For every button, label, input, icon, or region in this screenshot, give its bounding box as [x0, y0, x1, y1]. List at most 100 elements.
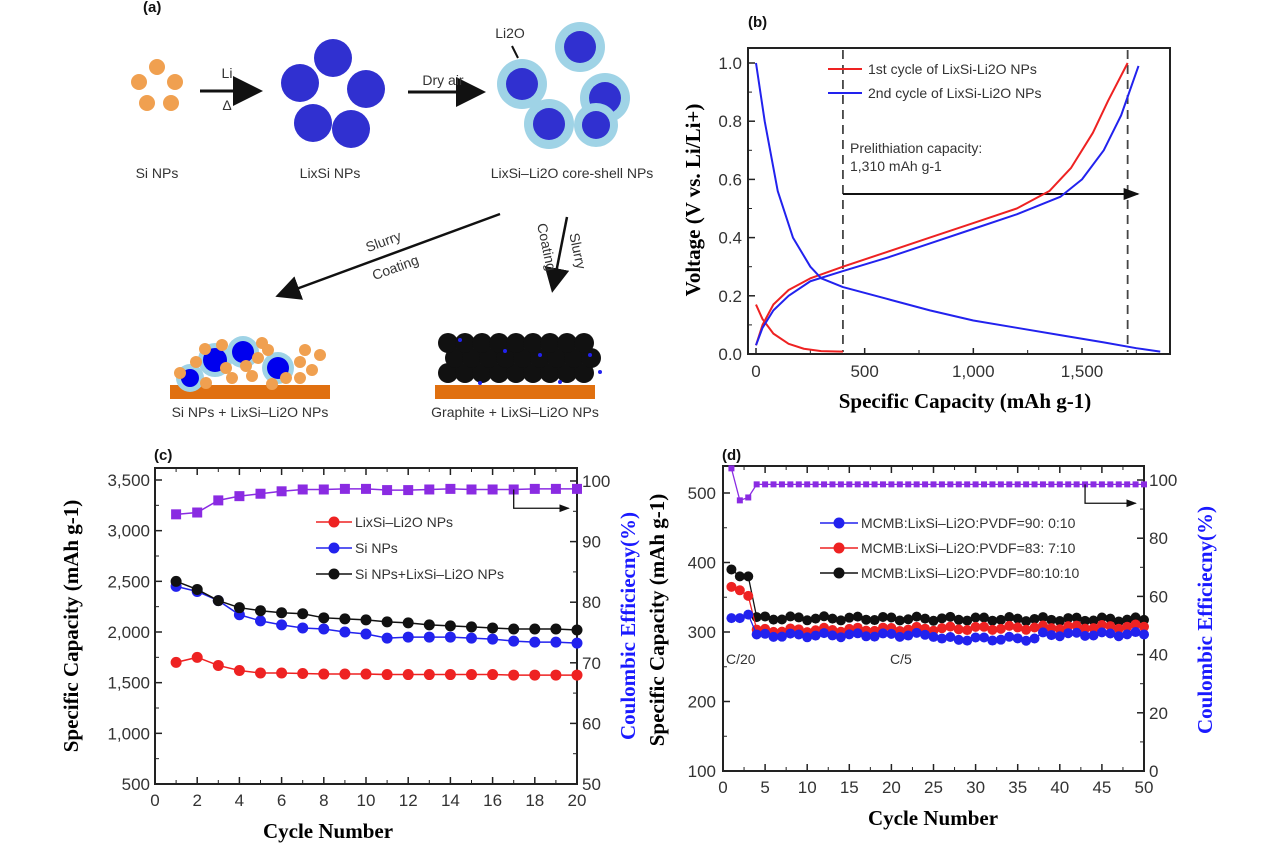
data-point-coulombic-efficiency — [879, 481, 886, 488]
data-point-si-nps — [423, 631, 435, 643]
y2-tick-label: 90 — [582, 533, 601, 552]
data-point-mcmb-lixsi-li2o-pvdf-83-7-10 — [1037, 620, 1048, 631]
data-point-coulombic-efficiency — [745, 494, 752, 501]
graphite-particle — [540, 363, 560, 383]
annotation-prelithiation: Prelithiation capacity: — [850, 140, 982, 156]
data-point-mcmb-lixsi-li2o-pvdf-80-10-10 — [1130, 612, 1141, 623]
data-point-si-nps — [571, 637, 583, 649]
data-point-mcmb-lixsi-li2o-pvdf-80-10-10 — [1012, 613, 1023, 624]
data-point-si-nps-lixsi-li2o-nps — [423, 619, 435, 631]
arrow-slurry-right — [544, 216, 570, 293]
data-point-si-nps-lixsi-li2o-nps — [487, 622, 499, 634]
x-tick-label: 0 — [718, 778, 727, 797]
data-point-coulombic-efficiency — [947, 481, 954, 488]
arrow-li-label: Li — [222, 65, 233, 81]
data-point-mcmb-lixsi-li2o-pvdf-80-10-10 — [911, 611, 922, 622]
si-np — [294, 356, 306, 368]
data-point-coulombic-efficiency — [1124, 481, 1131, 488]
data-point-mcmb-lixsi-li2o-pvdf-90-0-10 — [962, 635, 973, 646]
y-tick-label: 0.8 — [718, 112, 742, 131]
data-point-coulombic-efficiency — [424, 484, 435, 495]
data-point-mcmb-lixsi-li2o-pvdf-90-0-10 — [743, 609, 754, 620]
data-point-mcmb-lixsi-li2o-pvdf-90-0-10 — [1088, 630, 1099, 641]
data-point-mcmb-lixsi-li2o-pvdf-80-10-10 — [1063, 613, 1074, 624]
legend-swatch-marker — [833, 567, 845, 579]
panel-d-label: (d) — [722, 447, 741, 464]
series-line-2nd-cycle-charge — [755, 65, 1140, 346]
data-point-coulombic-efficiency — [1115, 481, 1122, 488]
data-point-coulombic-efficiency — [339, 483, 350, 494]
data-point-coulombic-efficiency — [403, 485, 414, 496]
data-point-si-nps-lixsi-li2o-nps — [170, 575, 182, 587]
data-point-coulombic-efficiency — [1048, 481, 1055, 488]
data-point-coulombic-efficiency — [1073, 481, 1080, 488]
annotation-capacity: 1,310 mAh g-1 — [850, 158, 942, 174]
data-point-mcmb-lixsi-li2o-pvdf-80-10-10 — [726, 564, 737, 575]
data-point-coulombic-efficiency — [1098, 481, 1105, 488]
y-tick-label: 0.4 — [718, 229, 742, 248]
graphite-particle — [472, 333, 492, 353]
x-tick-label: 50 — [1135, 778, 1154, 797]
data-point-mcmb-lixsi-li2o-pvdf-83-7-10 — [1130, 619, 1141, 630]
legend-label: LixSi–Li2O NPs — [355, 514, 453, 530]
x-tick-label: 5 — [760, 778, 769, 797]
data-point-mcmb-lixsi-li2o-pvdf-90-0-10 — [802, 632, 813, 643]
data-point-mcmb-lixsi-li2o-pvdf-90-0-10 — [877, 628, 888, 639]
legend: 1st cycle of LixSi-Li2O NPs 2nd cycle of… — [828, 61, 1042, 101]
y-tick-label: 100 — [688, 762, 716, 781]
data-point-coulombic-efficiency — [1056, 481, 1063, 488]
data-point-mcmb-lixsi-li2o-pvdf-90-0-10 — [768, 631, 779, 642]
lixsi-dot — [478, 381, 482, 385]
data-point-mcmb-lixsi-li2o-pvdf-83-7-10 — [970, 621, 981, 632]
data-point-mcmb-lixsi-li2o-pvdf-83-7-10 — [1096, 620, 1107, 631]
data-point-si-nps — [529, 636, 541, 648]
data-point-mcmb-lixsi-li2o-pvdf-90-0-10 — [793, 629, 804, 640]
data-point-mcmb-lixsi-li2o-pvdf-90-0-10 — [852, 628, 863, 639]
data-point-coulombic-efficiency — [964, 481, 971, 488]
data-point-coulombic-efficiency — [854, 481, 861, 488]
data-point-mcmb-lixsi-li2o-pvdf-90-0-10 — [886, 628, 897, 639]
electrode-graphite-mix — [435, 333, 602, 399]
data-point-coulombic-efficiency — [466, 484, 477, 495]
lixsi-dot — [458, 338, 462, 342]
annotation-c20: C/20 — [726, 651, 756, 667]
y-axis-label: Specific Capacity (mAh g-1) — [645, 494, 669, 747]
x-tick-label: 8 — [319, 791, 328, 810]
legend-label: MCMB:LixSi–Li2O:PVDF=90: 0:10 — [861, 515, 1076, 531]
data-point-mcmb-lixsi-li2o-pvdf-80-10-10 — [928, 615, 939, 626]
graphite-particle — [506, 363, 526, 383]
graphite-particle — [564, 348, 584, 368]
graphite-particle — [506, 333, 526, 353]
data-point-mcmb-lixsi-li2o-pvdf-90-0-10 — [1029, 633, 1040, 644]
data-point-si-nps — [550, 636, 562, 648]
data-point-mcmb-lixsi-li2o-pvdf-90-0-10 — [1096, 627, 1107, 638]
data-point-mcmb-lixsi-li2o-pvdf-90-0-10 — [760, 628, 771, 639]
si-np — [299, 344, 311, 356]
y2-tick-label: 100 — [1149, 471, 1177, 490]
lixsi-dot — [598, 370, 602, 374]
data-point-mcmb-lixsi-li2o-pvdf-83-7-10 — [1004, 620, 1015, 631]
data-point-coulombic-efficiency — [318, 484, 329, 495]
graphite-particle — [540, 333, 560, 353]
li2o-shell-label: Li2O — [495, 25, 525, 41]
data-point-si-nps-lixsi-li2o-nps — [550, 623, 562, 635]
data-point-mcmb-lixsi-li2o-pvdf-80-10-10 — [877, 611, 888, 622]
data-point-lixsi-li2o-nps — [529, 669, 541, 681]
data-point-mcmb-lixsi-li2o-pvdf-80-10-10 — [1054, 616, 1065, 627]
core-shell-nps-cluster — [497, 22, 630, 149]
si-np — [199, 343, 211, 355]
plot-frame — [747, 47, 1171, 355]
y2-axis-label: Coulombic Efficiecny(%) — [616, 512, 640, 740]
data-point-coulombic-efficiency — [1023, 481, 1030, 488]
arrow-heat-label: Δ — [222, 97, 231, 113]
data-point-coulombic-efficiency — [276, 486, 287, 497]
data-point-mcmb-lixsi-li2o-pvdf-80-10-10 — [1096, 612, 1107, 623]
data-point-mcmb-lixsi-li2o-pvdf-90-0-10 — [1054, 631, 1065, 642]
y-tick-label: 2,500 — [107, 572, 150, 591]
data-point-si-nps-lixsi-li2o-nps — [233, 602, 245, 614]
data-point-si-nps-lixsi-li2o-nps — [339, 613, 351, 625]
si-np — [280, 372, 292, 384]
x-tick-label: 1,000 — [952, 362, 995, 381]
data-point-mcmb-lixsi-li2o-pvdf-90-0-10 — [726, 613, 737, 624]
panel-c-label: (c) — [154, 447, 172, 464]
